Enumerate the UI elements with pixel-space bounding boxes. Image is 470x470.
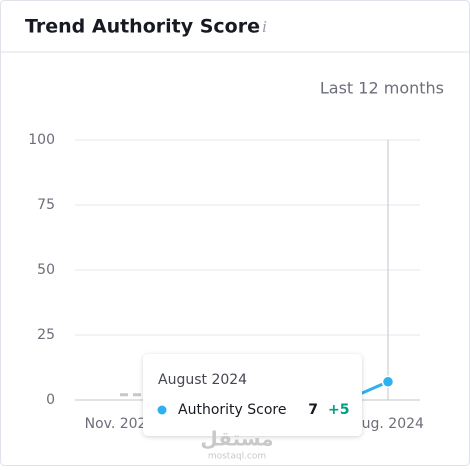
watermark: مستقل [200, 427, 273, 451]
x-tick-label: Nov. 2023 [85, 416, 156, 432]
plot: 0 25 50 75 100 Nov. 2023 Aug. 2024 [28, 132, 424, 432]
watermark-url: mostaql.com [208, 452, 266, 462]
tooltip-marker [157, 405, 167, 415]
y-tick-label: 50 [37, 262, 55, 278]
title: Trend Authority Score [25, 16, 260, 38]
point [381, 375, 395, 389]
y-tick-label: 75 [37, 197, 55, 213]
tooltip-value: 7 [308, 402, 318, 418]
tooltip-title: August 2024 [158, 372, 247, 388]
period[interactable]: Last 12 months [320, 79, 444, 98]
tooltip-series: Authority Score [178, 402, 286, 418]
y-tick-label: 100 [28, 132, 55, 148]
y-tick-label: 0 [46, 392, 55, 408]
tooltip-box [143, 354, 362, 436]
tooltip: August 2024 Authority Score 7 +5 [143, 354, 362, 436]
x-tick-label: Aug. 2024 [352, 416, 424, 432]
y-tick-label: 25 [37, 327, 55, 343]
info-icon[interactable]: i [262, 17, 267, 36]
tooltip-change: +5 [328, 402, 349, 418]
